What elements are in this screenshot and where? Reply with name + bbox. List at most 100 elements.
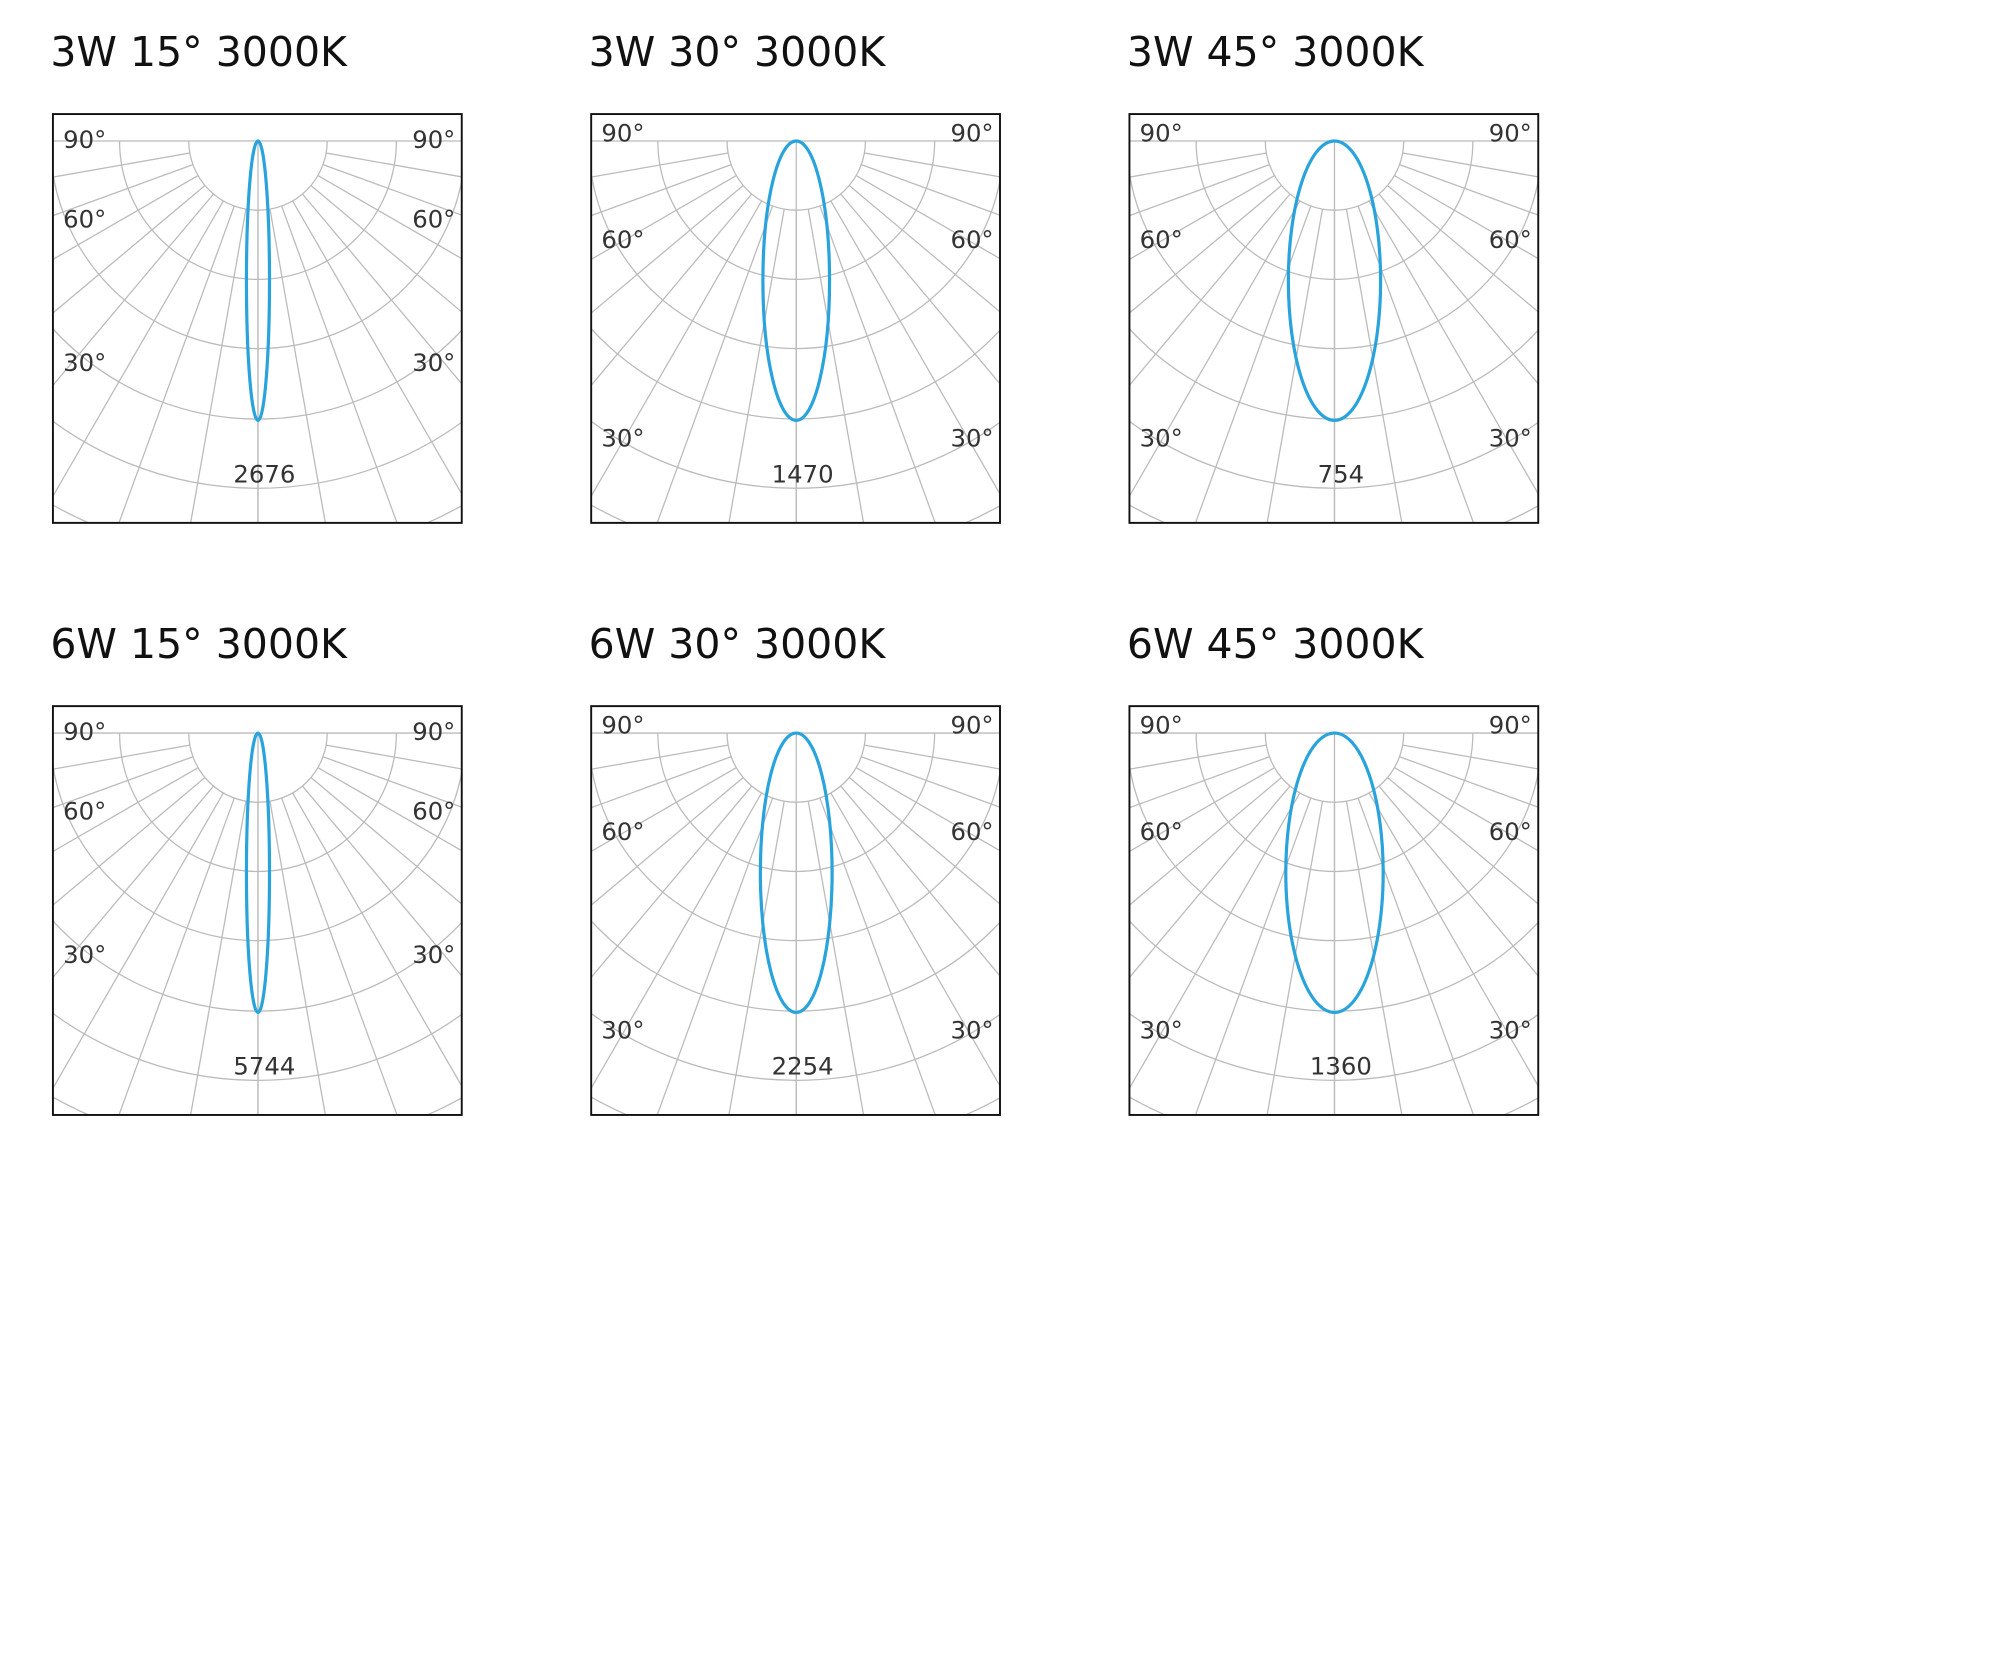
angle-label: 60° bbox=[950, 225, 993, 254]
panel-frame bbox=[590, 705, 1001, 1116]
grid-spoke bbox=[1129, 744, 1267, 770]
grid-spoke bbox=[591, 175, 737, 261]
grid-spoke bbox=[1394, 175, 1539, 260]
grid-spoke bbox=[591, 184, 744, 314]
grid-spoke bbox=[1394, 767, 1539, 852]
angle-label: 90° bbox=[601, 711, 644, 740]
panel: 3W 45° 3000K 90° 60° 30° 90° 60° 30° 754 bbox=[1127, 28, 1540, 524]
grid-spoke bbox=[591, 200, 763, 498]
grid-spoke bbox=[591, 164, 732, 217]
grid-spoke bbox=[292, 792, 462, 1088]
grid-spoke bbox=[1357, 797, 1475, 1115]
panel-title: 6W 30° 3000K bbox=[589, 620, 887, 668]
grid-spoke bbox=[317, 175, 462, 260]
panel-title: 3W 45° 3000K bbox=[1127, 28, 1425, 76]
grid-spoke bbox=[1129, 792, 1301, 1090]
grid-spoke bbox=[52, 152, 190, 178]
angle-label: 90° bbox=[63, 125, 106, 154]
grid-spoke bbox=[269, 801, 326, 1115]
grid-spoke bbox=[1129, 777, 1282, 906]
grid-spoke bbox=[1129, 767, 1275, 853]
angle-label: 60° bbox=[1140, 817, 1183, 846]
beam-curve bbox=[761, 139, 832, 422]
panel-frame bbox=[1128, 705, 1540, 1116]
angle-label: 30° bbox=[412, 348, 455, 377]
angle-label: 60° bbox=[1140, 225, 1183, 254]
panel-title: 6W 45° 3000K bbox=[1127, 620, 1425, 668]
angle-label: 60° bbox=[1489, 817, 1532, 846]
grid-spoke bbox=[1399, 756, 1539, 808]
grid-spoke bbox=[1129, 193, 1291, 387]
grid-spoke bbox=[840, 193, 1000, 385]
panel: 6W 15° 3000K 90° 60° 30° 90° 60° 30° 5744 bbox=[50, 620, 463, 1116]
beam-curve bbox=[1284, 731, 1385, 1015]
angle-label: 30° bbox=[950, 1016, 993, 1045]
grid-spoke bbox=[1345, 209, 1403, 523]
grid-spoke bbox=[1129, 152, 1267, 178]
grid-spoke bbox=[591, 193, 753, 387]
panel: 3W 15° 3000K 90° 60° 30° 90° 60° 30° 2676 bbox=[50, 28, 463, 524]
beam-curve bbox=[1286, 139, 1383, 422]
angle-label: 60° bbox=[1489, 225, 1532, 254]
angle-label: 60° bbox=[412, 204, 455, 233]
grid-spoke bbox=[591, 767, 737, 853]
grid-spoke bbox=[1399, 164, 1539, 216]
grid-spoke bbox=[269, 209, 326, 523]
grid-spoke bbox=[1345, 801, 1403, 1115]
polar-grid bbox=[1129, 732, 1539, 1115]
grid-spoke bbox=[1378, 193, 1539, 385]
grid-spoke bbox=[301, 785, 462, 977]
grid-spoke bbox=[52, 164, 194, 217]
grid-spoke bbox=[1402, 152, 1539, 178]
grid-spoke bbox=[52, 175, 199, 261]
grid-spoke bbox=[1378, 785, 1539, 977]
angle-label: 90° bbox=[412, 125, 455, 154]
grid-spoke bbox=[326, 744, 462, 770]
grid-spoke bbox=[591, 152, 729, 178]
angle-label: 30° bbox=[63, 348, 106, 377]
grid-spoke bbox=[864, 744, 1000, 770]
polar-grid bbox=[591, 732, 1000, 1115]
grid-spoke bbox=[591, 756, 732, 809]
grid-spoke bbox=[840, 785, 1000, 977]
grid-spoke bbox=[591, 785, 753, 979]
grid-spoke bbox=[326, 152, 462, 178]
grid-spoke bbox=[189, 801, 247, 1115]
grid-spoke bbox=[292, 200, 462, 496]
grid-spoke bbox=[1357, 205, 1475, 523]
grid-spoke bbox=[52, 785, 214, 979]
angle-label: 90° bbox=[1140, 119, 1183, 148]
grid-spoke bbox=[189, 209, 247, 523]
peak-intensity: 5744 bbox=[233, 1052, 295, 1081]
angle-label: 60° bbox=[63, 204, 106, 233]
beam-curve bbox=[244, 139, 272, 422]
angle-label: 90° bbox=[1489, 119, 1532, 148]
grid-spoke bbox=[807, 801, 865, 1115]
angle-label: 30° bbox=[412, 940, 455, 969]
grid-spoke bbox=[1129, 164, 1270, 217]
angle-label: 30° bbox=[601, 424, 644, 453]
grid-spoke bbox=[118, 797, 235, 1115]
grid-spoke bbox=[52, 777, 206, 906]
grid-spoke bbox=[1402, 744, 1539, 770]
angle-label: 30° bbox=[950, 424, 993, 453]
grid-spoke bbox=[1129, 756, 1270, 809]
grid-spoke bbox=[52, 767, 199, 853]
angle-label: 60° bbox=[63, 797, 106, 826]
grid-spoke bbox=[819, 205, 936, 523]
grid-spoke bbox=[1129, 175, 1275, 261]
grid-spoke bbox=[317, 767, 462, 852]
angle-label: 60° bbox=[601, 817, 644, 846]
grid-spoke bbox=[855, 175, 1000, 260]
grid-spoke bbox=[52, 744, 190, 770]
angle-label: 90° bbox=[63, 717, 106, 746]
panel-title: 3W 15° 3000K bbox=[50, 28, 348, 76]
grid-spoke bbox=[1368, 792, 1539, 1088]
angle-label: 90° bbox=[950, 119, 993, 148]
grid-spoke bbox=[281, 205, 398, 523]
angle-label: 90° bbox=[1140, 711, 1183, 740]
panel: 6W 45° 3000K 90° 60° 30° 90° 60° 30° 1360 bbox=[1127, 620, 1540, 1116]
angle-label: 30° bbox=[1489, 424, 1532, 453]
